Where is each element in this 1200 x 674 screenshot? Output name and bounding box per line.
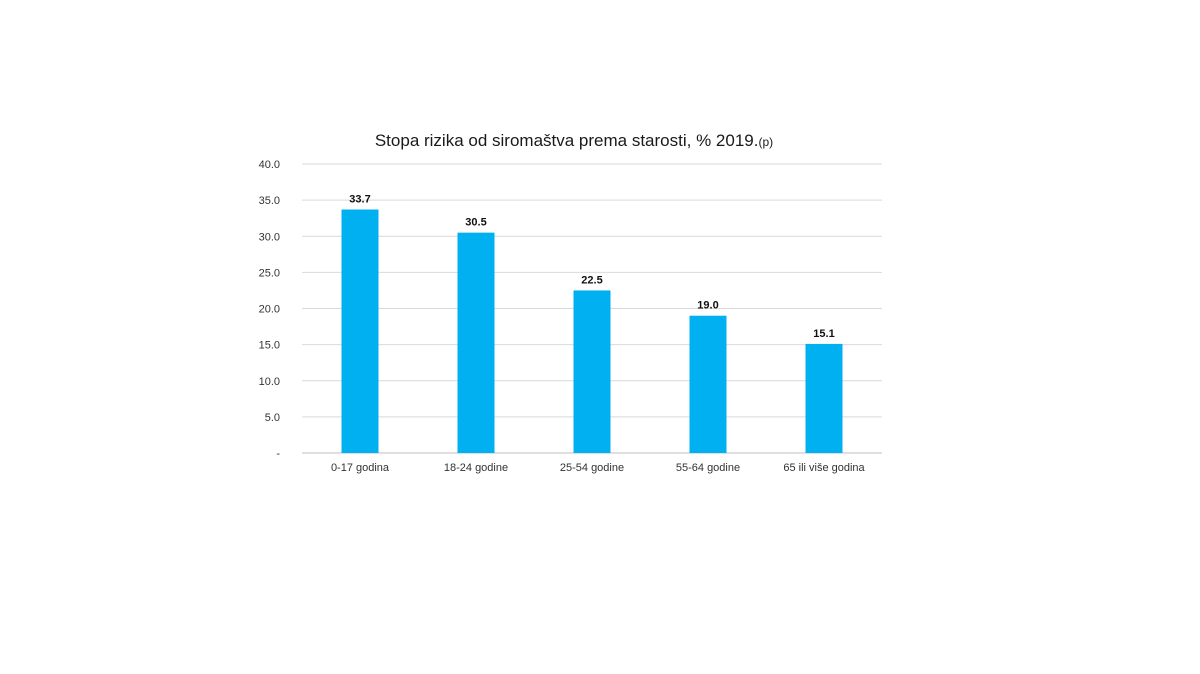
data-label: 22.5 [581,274,602,286]
bar-3 [689,315,727,453]
y-tick-label: 35.0 [259,195,280,207]
chart-title-suffix: (p) [758,135,773,149]
x-tick-label: 0-17 godina [331,462,390,474]
x-tick-label: 25-54 godine [560,462,624,474]
y-tick-label: 5.0 [265,412,280,424]
x-tick-label: 18-24 godine [444,462,508,474]
y-tick-label: 10.0 [259,376,280,388]
chart-title-main: Stopa rizika od siromaštva prema starost… [375,131,759,150]
bar-2 [573,290,611,453]
bar-1 [457,232,495,453]
x-axis-tick-labels: 0-17 godina 18-24 godine 25-54 godine 55-64… [331,462,866,474]
bar-0 [341,209,379,453]
y-tick-label: 15.0 [259,340,280,352]
data-label: 33.7 [349,194,370,206]
y-tick-label: 40.0 [259,159,280,171]
data-label: 15.1 [813,328,834,340]
bars [341,209,843,453]
y-axis-tick-labels: - 5.0 10.0 15.0 20.0 25.0 30.0 35.0 40.0 [259,159,281,460]
chart-title: Stopa rizika od siromaštva prema starost… [375,131,773,150]
bar-4 [805,343,843,453]
data-label: 30.5 [465,217,486,229]
data-label: 19.0 [697,300,718,312]
data-labels: 33.7 30.5 22.5 19.0 15.1 [349,194,834,340]
y-tick-label: 20.0 [259,304,280,316]
x-tick-label: 55-64 godine [676,462,740,474]
y-tick-label: - [276,448,280,460]
y-tick-label: 25.0 [259,267,280,279]
x-tick-label: 65 ili više godina [783,462,865,474]
y-tick-label: 30.0 [259,231,280,243]
